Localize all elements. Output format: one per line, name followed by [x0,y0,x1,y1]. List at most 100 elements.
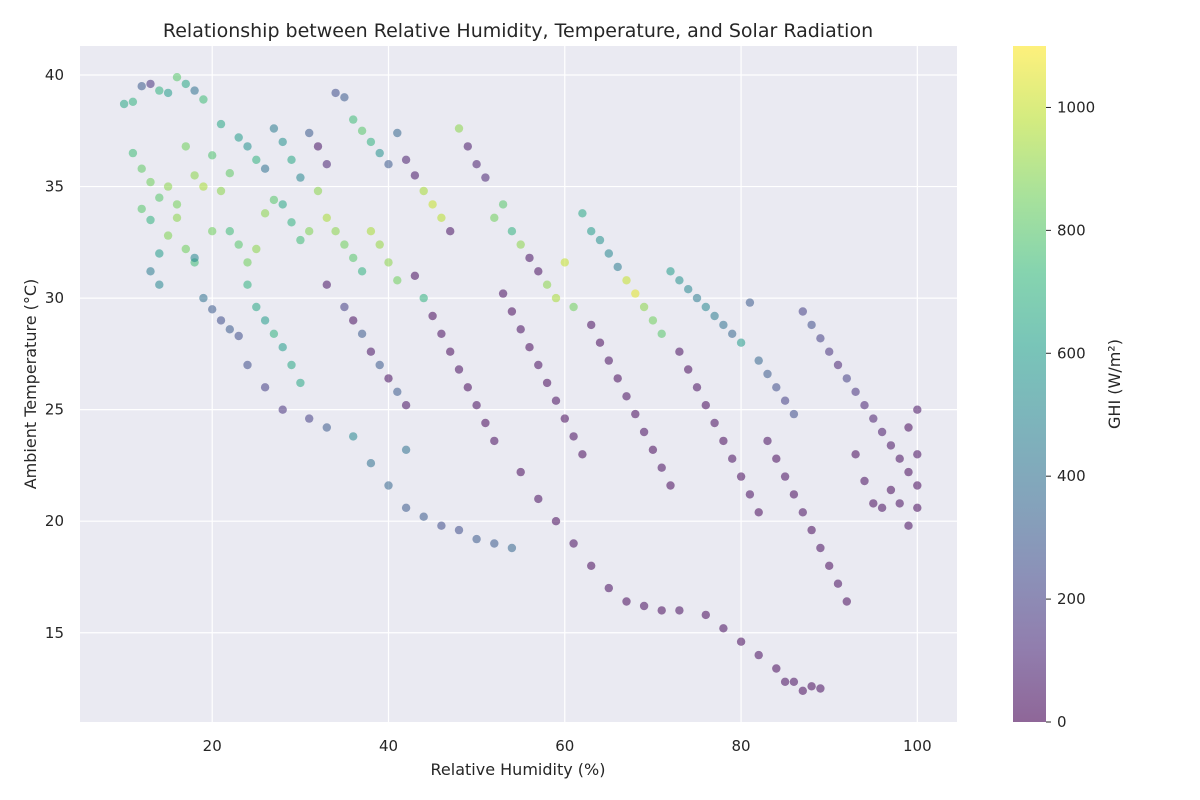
scatter-point [269,195,279,205]
scatter-point [199,182,208,191]
scatter-point [719,624,728,633]
scatter-point [684,285,693,294]
scatter-point [736,472,746,481]
scatter-point [833,579,843,588]
x-tick-label: 60 [555,737,574,755]
scatter-point [428,200,437,209]
scatter-point [490,539,499,548]
scatter-point [807,525,816,535]
scatter-point [825,347,834,356]
scatter-point [437,329,446,338]
scatter-point [904,467,913,477]
scatter-point [446,347,455,356]
scatter-point [419,293,428,303]
y-tick-label: 40 [45,66,64,84]
scatter-point [507,543,517,553]
scatter-point [269,329,279,338]
scatter-point [225,169,234,178]
scatter-point [525,253,534,263]
scatter-point [278,200,287,209]
scatter-point [199,293,208,303]
scatter-point [278,405,287,414]
scatter-point [172,73,182,82]
scatter-point [472,534,481,544]
scatter-point [366,227,376,236]
scatter-point [181,244,190,254]
scatter-point [692,383,702,392]
scatter-point [163,231,173,240]
scatter-point [816,543,825,553]
scatter-point [560,414,569,423]
scatter-point [181,142,190,151]
scatter-point [666,481,675,490]
scatter-point [137,164,146,173]
scatter-point [366,459,376,468]
scatter-point [384,374,393,383]
scatter-point [736,338,746,347]
scatter-point [234,331,243,341]
scatter-point [375,148,384,158]
scatter-point [842,374,851,383]
scatter-point [842,597,851,606]
scatter-point [534,267,543,276]
scatter-point [789,677,799,686]
scatter-point [305,227,314,236]
scatter-point [287,360,296,370]
scatter-point [375,240,384,249]
scatter-point [798,686,807,695]
scatter-point [710,311,719,321]
scatter-point [225,227,234,236]
scatter-point [199,95,208,104]
scatter-point [578,450,587,459]
scatter-point [595,338,605,347]
scatter-point [816,334,825,343]
scatter-point [913,405,922,414]
scatter-point [516,240,525,249]
scatter-point [754,356,763,365]
x-axis-ticks: 20 40 60 80 100 [203,737,932,755]
y-tick-label: 25 [45,401,64,419]
scatter-point [851,450,860,459]
scatter-point [525,343,534,352]
scatter-point [287,155,296,164]
x-tick-label: 100 [903,737,932,755]
scatter-point [243,280,252,289]
scatter-point [446,227,455,236]
scatter-point [349,316,358,325]
scatter-point [401,401,411,410]
scatter-point [208,305,217,314]
scatter-point [146,215,155,225]
scatter-point [384,160,393,169]
scatter-point [516,325,525,334]
scatter-point [357,329,367,338]
scatter-point [498,289,508,298]
scatter-point [366,137,376,147]
scatter-point [639,302,649,312]
scatter-point [296,378,305,388]
colorbar-label: GHI (W/m²) [1105,339,1124,429]
scatter-point [622,392,631,401]
scatter-point [710,418,719,428]
scatter-point [252,155,261,164]
scatter-point [278,137,287,147]
colorbar-tick-label: 200 [1057,590,1086,608]
scatter-point [631,289,640,298]
scatter-point [322,160,331,169]
scatter-point [172,213,182,222]
scatter-point [190,171,199,180]
scatter-point [393,276,402,285]
scatter-point [807,320,816,330]
scatter-point [401,155,411,164]
scatter-point [137,204,146,214]
scatter-point [666,267,675,276]
scatter-point [287,218,296,227]
scatter-point [692,293,702,303]
scatter-point [648,445,658,454]
scatter-point [322,280,331,289]
scatter-point [745,298,755,307]
scatter-point [146,267,155,276]
scatter-point [393,387,402,396]
scatter-point [305,414,314,423]
scatter-point [754,650,763,660]
scatter-point [604,356,613,365]
